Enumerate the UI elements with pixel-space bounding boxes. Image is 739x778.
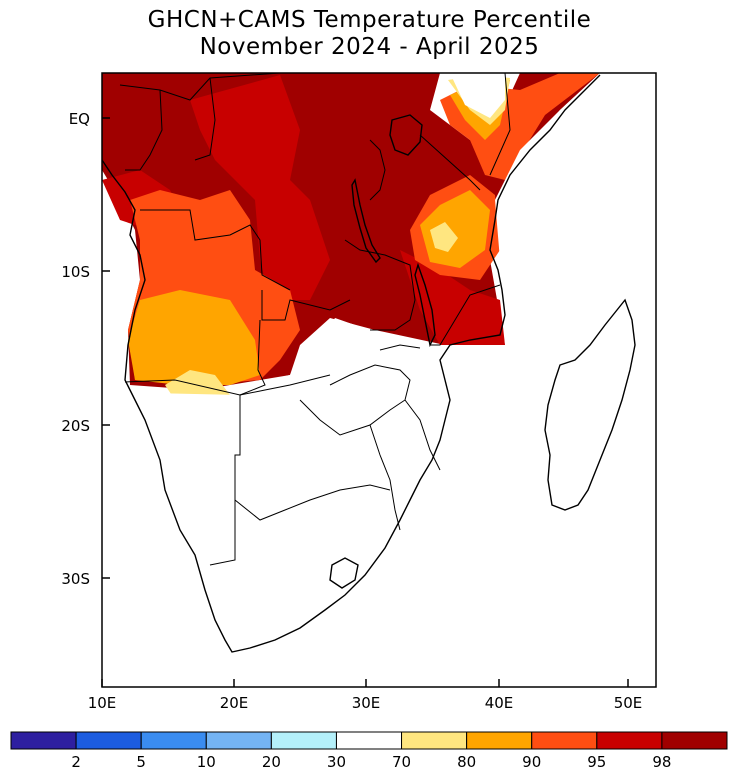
border — [419, 134, 481, 191]
x-tick-label: 40E — [485, 694, 514, 712]
shade-near-normal — [450, 73, 505, 118]
border — [239, 319, 266, 396]
x-tick-label: 30E — [352, 694, 381, 712]
y-tick-label: 20S — [61, 417, 90, 435]
colorbar-swatch — [270, 731, 337, 750]
x-tick-label: 10E — [88, 694, 117, 712]
colorbar-label: 70 — [392, 753, 411, 771]
colorbar-swatch — [531, 731, 598, 750]
map-frame — [101, 72, 657, 688]
coastlines — [101, 74, 636, 653]
colorbar-swatch — [466, 731, 533, 750]
colorbar-swatch — [75, 731, 142, 750]
border — [430, 284, 501, 346]
border — [194, 77, 216, 161]
lesotho — [329, 557, 359, 589]
tick-marks — [101, 117, 629, 687]
ocean-east — [495, 73, 656, 345]
border — [369, 424, 401, 531]
country-borders — [119, 72, 511, 566]
border — [261, 290, 351, 321]
colorbar-label: 30 — [327, 753, 346, 771]
y-tick-label: EQ — [69, 110, 90, 128]
colorbar-label: 5 — [136, 753, 146, 771]
colorbar-swatch — [10, 731, 77, 750]
colorbar-swatch — [596, 731, 663, 750]
border — [125, 89, 163, 171]
shade-70-80 — [430, 222, 458, 252]
shade-80-90 — [128, 290, 260, 385]
x-tick-label: 50E — [614, 694, 643, 712]
madagascar — [544, 298, 636, 511]
colorbar-label: 95 — [587, 753, 606, 771]
colorbar: 2 5 10 20 30 70 80 90 95 98 — [10, 731, 728, 771]
y-tick-label: 10S — [61, 263, 90, 281]
colorbar-label: 10 — [197, 753, 216, 771]
africa-coastline — [101, 74, 601, 653]
colorbar-label: 90 — [522, 753, 541, 771]
border — [369, 139, 386, 201]
border — [140, 209, 291, 291]
colorbar-label: 20 — [262, 753, 281, 771]
border — [119, 72, 281, 101]
border — [209, 395, 241, 566]
border — [404, 399, 441, 471]
colorbar-label: 80 — [457, 753, 476, 771]
border — [344, 239, 416, 331]
colorbar-swatch — [335, 731, 403, 750]
y-tick-label: 30S — [61, 570, 90, 588]
colorbar-label: 2 — [71, 753, 81, 771]
colorbar-swatch — [401, 731, 468, 750]
shade-95-98 — [400, 250, 505, 345]
lake-victoria — [389, 114, 423, 156]
colorbar-label: 98 — [652, 753, 671, 771]
map-title: GHCN+CAMS Temperature Percentile — [147, 7, 592, 33]
border — [124, 374, 331, 396]
x-tick-label: 20E — [220, 694, 249, 712]
border — [489, 72, 511, 176]
border — [234, 484, 391, 521]
colorbar-swatch — [205, 731, 272, 750]
percentile-shading — [102, 73, 656, 687]
border — [379, 344, 421, 351]
colorbar-swatch — [140, 731, 207, 750]
colorbar-swatch — [661, 731, 728, 750]
lake-tanganyika — [351, 178, 381, 264]
map-subtitle: November 2024 - April 2025 — [199, 34, 540, 60]
shade-95-98 — [190, 75, 330, 300]
